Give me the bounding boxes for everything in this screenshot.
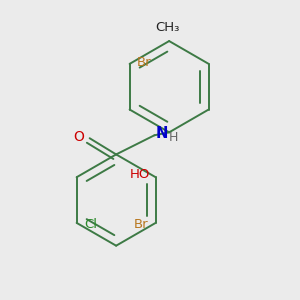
Text: Br: Br bbox=[137, 56, 152, 69]
Text: H: H bbox=[169, 131, 178, 144]
Text: Cl: Cl bbox=[84, 218, 97, 231]
Text: N: N bbox=[156, 126, 168, 141]
Text: CH₃: CH₃ bbox=[155, 21, 180, 34]
Text: Br: Br bbox=[134, 218, 148, 231]
Text: HO: HO bbox=[129, 168, 150, 181]
Text: O: O bbox=[74, 130, 84, 144]
